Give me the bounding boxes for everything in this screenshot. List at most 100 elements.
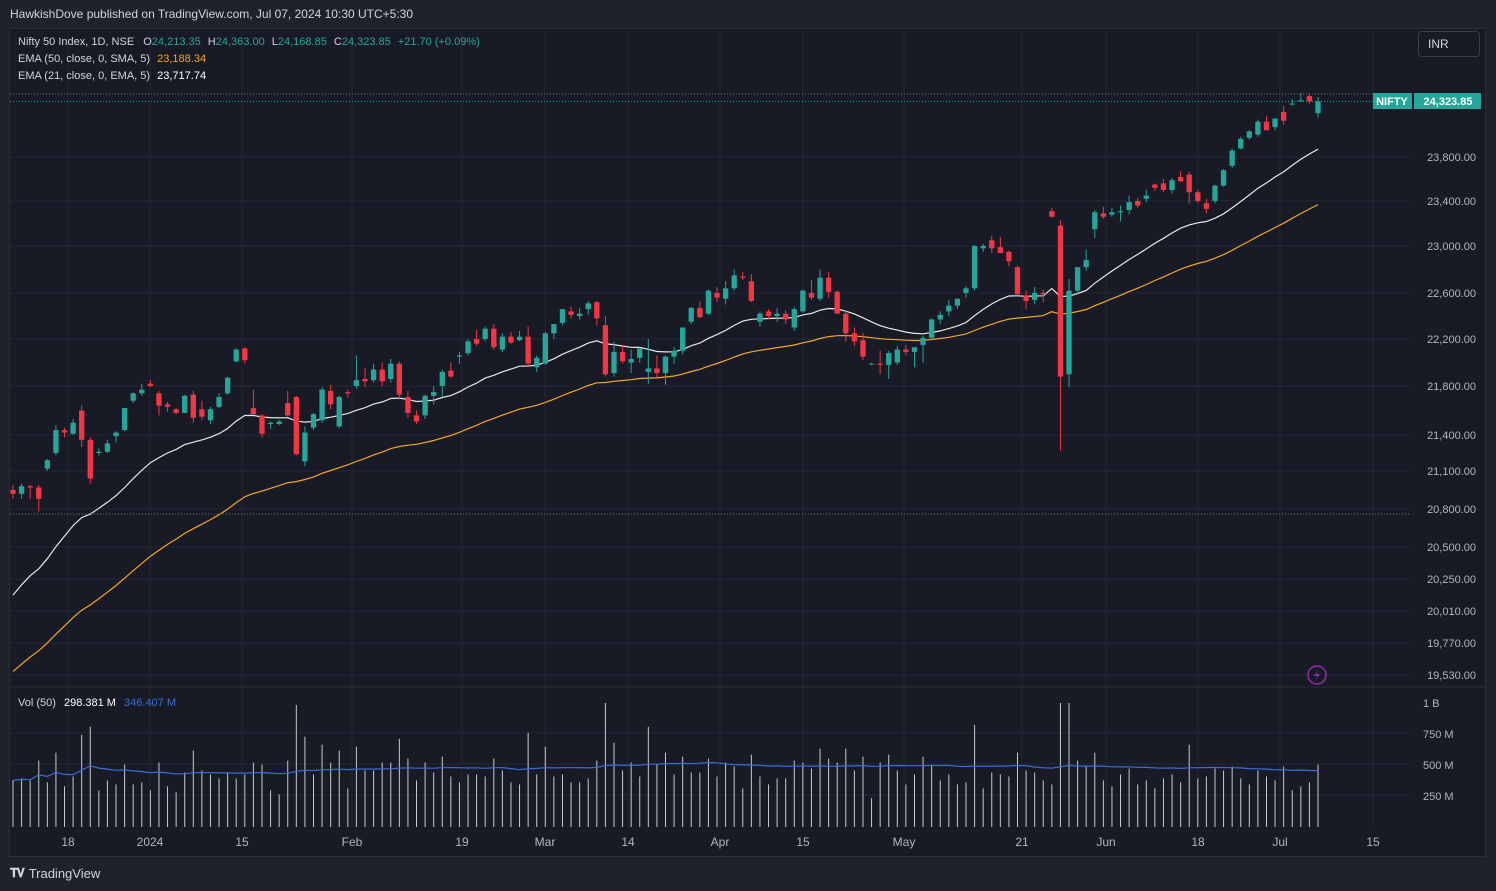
candle bbox=[491, 324, 497, 350]
volume-tick-label: 750 M bbox=[1423, 729, 1454, 741]
close-label: C bbox=[333, 36, 342, 48]
last-price-symbol: NIFTY bbox=[1376, 96, 1408, 108]
footer bbox=[0, 857, 1496, 891]
volume-ma-line bbox=[12, 761, 1319, 781]
candle bbox=[353, 355, 360, 389]
candle-body bbox=[113, 432, 119, 437]
candle-body bbox=[937, 314, 943, 320]
candle-body bbox=[405, 397, 411, 413]
candle bbox=[413, 410, 420, 424]
candle-body bbox=[800, 290, 806, 312]
candle-body bbox=[250, 408, 257, 415]
ema21-legend: EMA (21, close, 0, EMA, 5) 23,717.74 bbox=[18, 70, 206, 82]
candle bbox=[868, 362, 875, 365]
candle bbox=[1238, 136, 1244, 150]
chart-frame[interactable] bbox=[9, 28, 1486, 857]
candle bbox=[379, 362, 385, 386]
candle bbox=[886, 350, 892, 379]
candle bbox=[645, 339, 651, 384]
candle bbox=[508, 332, 514, 344]
candle-body bbox=[1160, 183, 1167, 190]
candle-body bbox=[516, 336, 523, 341]
candle-body bbox=[491, 328, 497, 348]
candle-body bbox=[928, 319, 935, 338]
candle bbox=[903, 344, 909, 356]
candle bbox=[53, 425, 59, 456]
price-tick-label: 21,800.00 bbox=[1427, 381, 1476, 393]
candle bbox=[611, 341, 617, 377]
volume-axis: 1 B 750 M 500 M 250 M bbox=[1423, 698, 1454, 803]
candle-body bbox=[1255, 121, 1261, 135]
candle-body bbox=[868, 363, 875, 365]
candle bbox=[182, 394, 188, 413]
last-price-label: NIFTY 24,323.85 bbox=[1373, 93, 1481, 109]
candle-body bbox=[611, 351, 617, 374]
candle bbox=[1100, 206, 1107, 219]
time-tick-label: 15 bbox=[796, 835, 810, 849]
candle-body bbox=[190, 394, 196, 418]
candle bbox=[345, 389, 351, 399]
candle bbox=[439, 369, 445, 398]
candle bbox=[731, 269, 737, 291]
tradingview-brand[interactable]: 𝐓𝐕 TradingView bbox=[10, 866, 100, 881]
candle bbox=[1195, 190, 1201, 204]
open-label: O bbox=[143, 36, 152, 48]
candle-body bbox=[971, 246, 978, 289]
candle-body bbox=[594, 302, 600, 319]
lightning-icon[interactable] bbox=[1307, 665, 1327, 685]
candle-body bbox=[1032, 293, 1038, 300]
candle-body bbox=[886, 353, 892, 365]
candle bbox=[911, 347, 918, 368]
candle bbox=[937, 311, 943, 325]
candle-body bbox=[637, 348, 643, 358]
candle bbox=[173, 408, 179, 415]
candle bbox=[1160, 179, 1167, 193]
candle-body bbox=[783, 313, 789, 320]
candle bbox=[680, 327, 686, 355]
candle-body bbox=[508, 336, 514, 343]
candle-body bbox=[1057, 225, 1064, 377]
candle-body bbox=[1100, 213, 1107, 217]
candle-body bbox=[808, 293, 815, 298]
change-value: +21.70 (+0.09%) bbox=[397, 36, 480, 48]
candle bbox=[637, 347, 643, 363]
candle bbox=[774, 307, 780, 322]
candle-body bbox=[860, 340, 866, 357]
candle-body bbox=[87, 439, 93, 479]
candle bbox=[1135, 197, 1141, 208]
candle-body bbox=[1083, 260, 1089, 268]
volume-legend: Vol (50) 298.381 M 346.407 M bbox=[18, 697, 176, 709]
currency-button[interactable]: INR bbox=[1418, 31, 1480, 57]
candle bbox=[714, 287, 720, 303]
candle-body bbox=[1238, 138, 1244, 149]
time-tick-label: 21 bbox=[1015, 835, 1029, 849]
candle bbox=[482, 326, 488, 342]
candle-body bbox=[1272, 118, 1278, 128]
symbol-name: Nifty 50 Index, 1D, NSE bbox=[18, 36, 135, 48]
price-tick-label: 23,400.00 bbox=[1427, 196, 1476, 208]
candle bbox=[113, 431, 119, 443]
candle-body bbox=[1049, 211, 1055, 217]
candle bbox=[619, 344, 626, 364]
candle-body bbox=[645, 368, 651, 372]
candle-body bbox=[757, 313, 763, 322]
candle-body bbox=[27, 486, 33, 488]
candle bbox=[27, 484, 33, 499]
candle bbox=[207, 406, 214, 424]
candle bbox=[285, 390, 291, 417]
candle-body bbox=[989, 240, 995, 249]
candle-body bbox=[576, 313, 583, 316]
candle bbox=[1117, 205, 1124, 222]
candle-body bbox=[139, 389, 145, 394]
candle bbox=[448, 362, 454, 378]
candle-body bbox=[662, 356, 669, 374]
candle-body bbox=[422, 395, 428, 416]
price-tick-label: 20,250.00 bbox=[1427, 574, 1476, 586]
candle-body bbox=[121, 408, 128, 431]
candle bbox=[1280, 105, 1287, 125]
candle-body bbox=[456, 355, 463, 357]
candle bbox=[1109, 207, 1115, 217]
candle-body bbox=[259, 415, 265, 434]
candle-body bbox=[1126, 202, 1132, 210]
